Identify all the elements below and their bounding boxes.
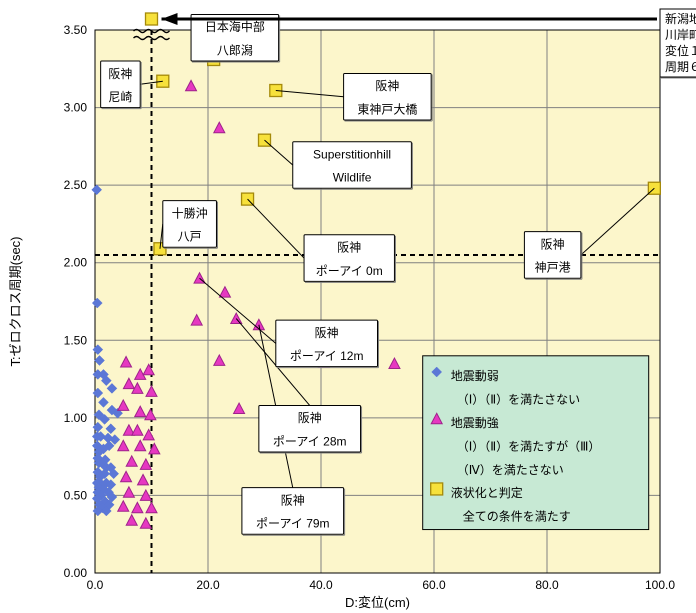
svg-text:阪神: 阪神: [281, 493, 305, 507]
y-axis-title: T:ゼロクロス周期(sec): [8, 236, 23, 366]
y-tick-label: 1.50: [64, 333, 88, 347]
callout-label: Superstitionhill Wildlife: [293, 142, 413, 190]
legend-item-text: 全ての条件を満たす: [451, 509, 571, 524]
svg-text:尼崎: 尼崎: [108, 90, 132, 104]
svg-text:十勝沖: 十勝沖: [172, 205, 208, 220]
svg-text:阪神: 阪神: [108, 67, 132, 81]
svg-text:ポーアイ 12m: ポーアイ 12m: [290, 349, 364, 363]
x-tick-label: 100.0: [645, 578, 675, 592]
y-tick-label: 1.00: [64, 411, 88, 425]
svg-text:八郎潟: 八郎潟: [217, 44, 253, 58]
svg-text:阪神: 阪神: [541, 237, 565, 251]
legend-item-text: 液状化と判定: [451, 485, 523, 500]
y-tick-label: 3.50: [64, 23, 88, 37]
y-tick-label: 2.50: [64, 178, 88, 192]
callout-label: 阪神ポーアイ 0m: [304, 235, 395, 283]
x-tick-label: 20.0: [196, 578, 220, 592]
legend-item-text: 地震動弱: [451, 369, 499, 383]
svg-text:ポーアイ 28m: ポーアイ 28m: [273, 434, 347, 448]
svg-text:阪神: 阪神: [375, 79, 399, 93]
x-tick-label: 40.0: [309, 578, 333, 592]
svg-text:Wildlife: Wildlife: [333, 171, 372, 185]
svg-text:東神戸大橋: 東神戸大橋: [357, 102, 417, 116]
svg-text:川岸町: 川岸町: [665, 28, 696, 42]
x-axis-title: D:変位(cm): [345, 595, 410, 610]
callout-label: 阪神ポーアイ 12m: [276, 320, 379, 368]
x-tick-label: 0.0: [87, 578, 104, 592]
svg-text:ポーアイ 79m: ポーアイ 79m: [256, 517, 330, 531]
callout-label: 阪神ポーアイ 79m: [242, 488, 345, 536]
offscale-label: 新潟地震川岸町変位１２cm 周期６．５秒: [660, 9, 696, 78]
callout-label: 阪神尼崎: [101, 61, 142, 109]
y-tick-label: 2.00: [64, 256, 88, 270]
svg-text:阪神: 阪神: [337, 241, 361, 255]
x-tick-label: 80.0: [535, 578, 559, 592]
svg-text:阪神: 阪神: [315, 326, 339, 340]
legend-item-text: 地震動強: [451, 416, 499, 430]
legend-item-text: （Ⅰ）（Ⅱ）を満たさない: [451, 393, 580, 407]
svg-text:阪神: 阪神: [298, 411, 322, 425]
y-tick-label: 0.00: [64, 566, 88, 580]
legend-item-text: （Ⅰ）（Ⅱ）を満たすが（Ⅲ）: [451, 438, 601, 453]
svg-text:八戸: 八戸: [178, 230, 202, 244]
x-tick-label: 60.0: [422, 578, 446, 592]
callout-label: 十勝沖八戸: [163, 201, 218, 249]
y-tick-label: 3.00: [64, 101, 88, 115]
callout-label: 阪神ポーアイ 28m: [259, 405, 362, 453]
legend: 地震動弱 （Ⅰ）（Ⅱ）を満たさない地震動強 （Ⅰ）（Ⅱ）を満たすが（Ⅲ） （Ⅳ）…: [423, 356, 649, 530]
svg-text:Superstitionhill: Superstitionhill: [313, 147, 391, 161]
scatter-chart: 0.0 20.0 40.0 60.0 80.0 100.0 0.00 0.50 1.00 1.50…: [0, 0, 696, 613]
svg-text:変位１２cm: 変位１２cm: [665, 43, 696, 58]
svg-text:ポーアイ 0m: ポーアイ 0m: [316, 264, 383, 278]
svg-text:新潟地震: 新潟地震: [665, 11, 696, 26]
callout-label: 阪神東神戸大橋: [344, 73, 433, 121]
y-tick-label: 0.50: [64, 488, 88, 502]
svg-text:周期６．５秒: 周期６．５秒: [665, 60, 696, 74]
callout-label: 阪神神戸港: [524, 232, 582, 280]
callout-label: 日本海中部八郎潟: [191, 14, 280, 62]
svg-text:日本海中部: 日本海中部: [205, 19, 265, 34]
legend-item-text: （Ⅳ）を満たさない: [451, 463, 564, 477]
svg-text:神戸港: 神戸港: [535, 261, 571, 275]
